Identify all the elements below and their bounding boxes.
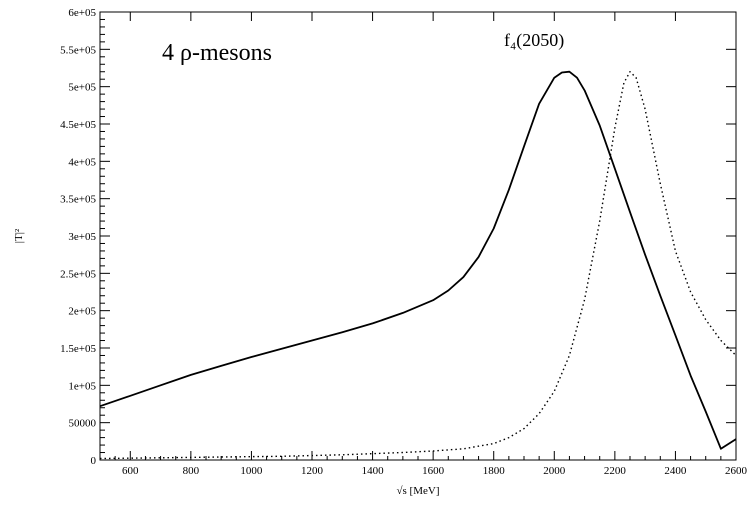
- x-tick-label: 1400: [362, 465, 385, 477]
- y-tick-label: 6e+05: [68, 7, 96, 19]
- y-tick-label: 3e+05: [68, 231, 96, 243]
- series-layer: [99, 70, 737, 460]
- x-tick-label: 2000: [543, 465, 566, 477]
- x-tick-label: 1800: [483, 465, 506, 477]
- y-tick-label: 0: [91, 455, 97, 467]
- y-tick-label: 5e+05: [68, 82, 96, 94]
- y-tick-label: 4.5e+05: [60, 119, 96, 131]
- axis-ticks: 600 800 1000 1200 1400 1600 1800 2000 2200 2400 26…: [60, 7, 747, 477]
- plot-area: [99, 11, 737, 461]
- x-tick-label: 1200: [301, 465, 324, 477]
- x-tick-label: 1000: [240, 465, 263, 477]
- x-tick-label: 1600: [422, 465, 445, 477]
- annotation-f4-2050: f₄(2050): [504, 30, 564, 51]
- x-tick-label: 2200: [604, 465, 627, 477]
- y-tick-label: 4e+05: [68, 156, 96, 168]
- x-tick-label: 2400: [664, 465, 687, 477]
- y-tick-label: 2.5e+05: [60, 268, 96, 280]
- y-tick-label: 1e+05: [68, 380, 96, 392]
- x-tick-label: 2600: [725, 465, 748, 477]
- y-axis-label: |T|²: [13, 228, 25, 243]
- y-tick-label: 1.5e+05: [60, 343, 96, 355]
- annotation-4-rho-mesons: 4 ρ-mesons: [162, 40, 272, 66]
- x-tick-label: 600: [122, 465, 139, 477]
- y-tick-label: 3.5e+05: [60, 194, 96, 206]
- series-line-solid: [99, 70, 737, 450]
- x-axis-label: √s [MeV]: [396, 485, 439, 497]
- y-tick-label: 2e+05: [68, 306, 96, 318]
- x-tick-label: 800: [183, 465, 200, 477]
- y-tick-label: 5.5e+05: [60, 44, 96, 56]
- y-tick-label: 50000: [69, 418, 97, 430]
- series-line-dotted: [99, 71, 737, 460]
